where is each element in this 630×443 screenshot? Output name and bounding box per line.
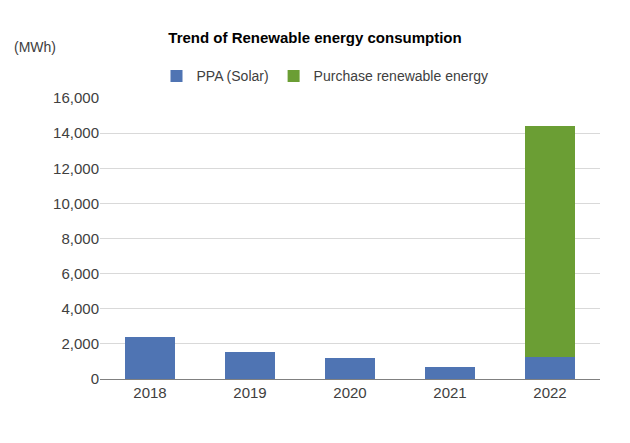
svg-text:2,000: 2,000 — [61, 335, 99, 352]
svg-text:8,000: 8,000 — [61, 230, 99, 247]
svg-text:2021: 2021 — [433, 384, 466, 401]
svg-text:0: 0 — [91, 370, 99, 387]
svg-text:16,000: 16,000 — [53, 89, 99, 106]
svg-text:6,000: 6,000 — [61, 265, 99, 282]
svg-text:10,000: 10,000 — [53, 195, 99, 212]
svg-text:(MWh): (MWh) — [14, 39, 56, 55]
svg-text:2020: 2020 — [333, 384, 366, 401]
svg-text:2018: 2018 — [133, 384, 166, 401]
svg-text:2019: 2019 — [233, 384, 266, 401]
svg-text:Purchase renewable energy: Purchase renewable energy — [314, 68, 488, 84]
svg-text:14,000: 14,000 — [53, 124, 99, 141]
svg-text:Trend of Renewable energy cons: Trend of Renewable energy consumption — [168, 29, 461, 46]
svg-text:12,000: 12,000 — [53, 160, 99, 177]
svg-text:2022: 2022 — [533, 384, 566, 401]
svg-text:4,000: 4,000 — [61, 300, 99, 317]
svg-text:PPA (Solar): PPA (Solar) — [197, 68, 269, 84]
